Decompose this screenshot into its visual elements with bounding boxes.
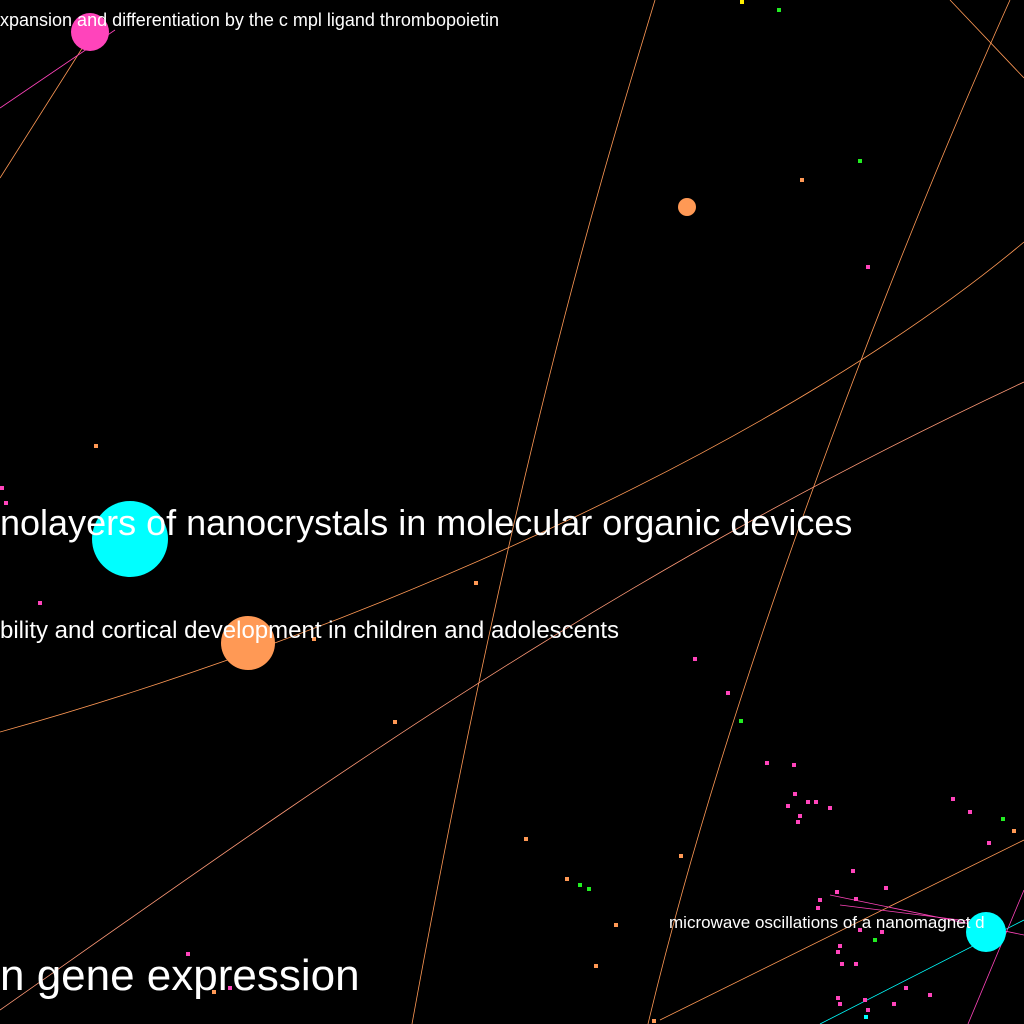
node-small[interactable]	[614, 923, 618, 927]
node-small[interactable]	[836, 950, 840, 954]
node-small[interactable]	[792, 763, 796, 767]
node-small[interactable]	[186, 952, 190, 956]
node-small[interactable]	[786, 804, 790, 808]
edge	[967, 889, 1024, 1024]
node-small[interactable]	[393, 720, 397, 724]
node-nanocrystals[interactable]	[92, 501, 168, 577]
node-small[interactable]	[474, 581, 478, 585]
node-small[interactable]	[1012, 829, 1016, 833]
edge	[659, 839, 1024, 1021]
edge	[949, 0, 1024, 79]
node-small[interactable]	[818, 898, 822, 902]
label-nanocrystals: nolayers of nanocrystals in molecular or…	[0, 502, 852, 543]
node-small[interactable]	[928, 993, 932, 997]
edge	[0, 241, 1024, 733]
node-small[interactable]	[796, 820, 800, 824]
node-small[interactable]	[765, 761, 769, 765]
node-small[interactable]	[793, 792, 797, 796]
node-small[interactable]	[880, 930, 884, 934]
node-small[interactable]	[835, 890, 839, 894]
node-small[interactable]	[800, 178, 804, 182]
node-small[interactable]	[94, 444, 98, 448]
node-orange-medium[interactable]	[678, 198, 696, 216]
node-small[interactable]	[838, 944, 842, 948]
node-small[interactable]	[858, 928, 862, 932]
edge	[411, 0, 656, 1024]
node-small[interactable]	[212, 990, 216, 994]
node-small[interactable]	[228, 986, 232, 990]
node-small[interactable]	[864, 1015, 868, 1019]
node-small[interactable]	[968, 810, 972, 814]
node-small[interactable]	[693, 657, 697, 661]
node-small[interactable]	[840, 962, 844, 966]
node-small[interactable]	[565, 877, 569, 881]
node-small[interactable]	[904, 986, 908, 990]
edge	[0, 381, 1024, 1011]
label-cortical-development: bility and cortical development in child…	[0, 617, 619, 644]
node-small[interactable]	[951, 797, 955, 801]
node-small[interactable]	[578, 883, 582, 887]
node-small[interactable]	[836, 996, 840, 1000]
node-small[interactable]	[814, 800, 818, 804]
label-nanomagnet: microwave oscillations of a nanomagnet d	[669, 913, 985, 932]
node-small[interactable]	[806, 800, 810, 804]
label-thrombopoietin: xpansion and differentiation by the c mp…	[0, 10, 499, 30]
node-small[interactable]	[726, 691, 730, 695]
node-small[interactable]	[866, 265, 870, 269]
node-small[interactable]	[892, 1002, 896, 1006]
node-small[interactable]	[652, 1019, 656, 1023]
node-small[interactable]	[777, 8, 781, 12]
node-small[interactable]	[740, 0, 744, 4]
node-small[interactable]	[987, 841, 991, 845]
label-gene-expression: n gene expression	[0, 951, 360, 1000]
node-small[interactable]	[679, 854, 683, 858]
node-thrombopoietin[interactable]	[71, 13, 109, 51]
node-small[interactable]	[4, 501, 8, 505]
node-small[interactable]	[0, 486, 4, 490]
node-small[interactable]	[828, 806, 832, 810]
node-small[interactable]	[312, 637, 316, 641]
node-small[interactable]	[884, 886, 888, 890]
node-labels: xpansion and differentiation by the c mp…	[0, 10, 985, 1000]
node-small[interactable]	[851, 869, 855, 873]
node-nanomagnet[interactable]	[966, 912, 1006, 952]
node-small[interactable]	[798, 814, 802, 818]
node-small[interactable]	[838, 1002, 842, 1006]
node-small[interactable]	[866, 1008, 870, 1012]
node-small[interactable]	[863, 998, 867, 1002]
node-small[interactable]	[739, 719, 743, 723]
node-small[interactable]	[816, 906, 820, 910]
node-small[interactable]	[854, 897, 858, 901]
node-small[interactable]	[854, 962, 858, 966]
major-nodes	[71, 13, 1006, 952]
node-cortical-development[interactable]	[221, 616, 275, 670]
edge	[647, 0, 1011, 1024]
node-small[interactable]	[594, 964, 598, 968]
node-small[interactable]	[38, 601, 42, 605]
node-small[interactable]	[587, 887, 591, 891]
node-small[interactable]	[858, 159, 862, 163]
node-small[interactable]	[873, 938, 877, 942]
node-small[interactable]	[1001, 817, 1005, 821]
node-small[interactable]	[524, 837, 528, 841]
